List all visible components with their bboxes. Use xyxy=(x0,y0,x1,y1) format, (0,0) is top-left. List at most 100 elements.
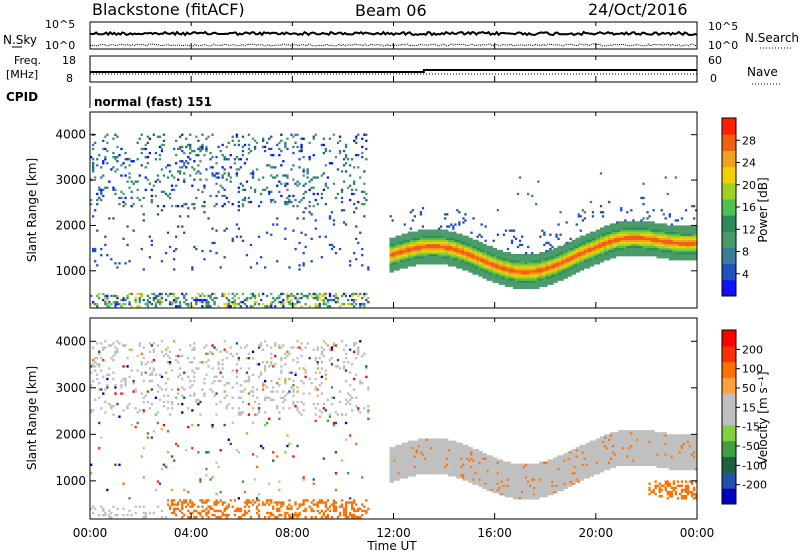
heatmap-cell xyxy=(296,390,299,393)
heatmap-cell xyxy=(92,170,95,173)
heatmap-cell xyxy=(480,256,483,259)
heatmap-cell xyxy=(126,365,129,368)
heatmap-cell xyxy=(454,258,457,261)
heatmap-cell xyxy=(170,188,174,191)
heatmap-cell xyxy=(199,172,202,175)
heatmap-cell xyxy=(559,268,562,271)
heatmap-cell xyxy=(476,270,479,273)
heatmap-cell xyxy=(92,363,95,366)
heatmap-cell xyxy=(391,476,394,479)
heatmap-cell xyxy=(654,243,657,247)
heatmap-cell xyxy=(693,229,696,232)
heatmap-cell xyxy=(205,301,208,304)
heatmap-cell xyxy=(94,356,97,360)
heatmap-cell xyxy=(674,233,677,236)
heatmap-cell xyxy=(229,176,232,179)
heatmap-cell xyxy=(336,413,340,416)
heatmap-cell xyxy=(148,350,151,353)
heatmap-cell xyxy=(436,231,439,234)
heatmap-cell xyxy=(539,260,542,263)
heatmap-cell xyxy=(359,379,362,383)
heatmap-cell xyxy=(595,243,599,247)
heatmap-cell xyxy=(395,241,398,245)
heatmap-cell xyxy=(340,505,344,508)
heatmap-cell xyxy=(112,156,115,159)
heatmap-cell xyxy=(340,413,344,416)
heatmap-cell xyxy=(245,180,249,183)
heatmap-cell xyxy=(237,158,240,161)
colorbar-tick-label: 8 xyxy=(742,246,749,259)
freq-tick-top: 18 xyxy=(62,54,76,67)
heatmap-cell xyxy=(670,247,673,251)
heatmap-cell xyxy=(419,213,423,216)
heatmap-cell xyxy=(320,196,323,200)
heatmap-cell xyxy=(508,268,512,271)
heatmap-cell xyxy=(672,229,675,232)
heatmap-cell xyxy=(448,233,451,236)
heatmap-cell xyxy=(193,160,196,163)
heatmap-cell xyxy=(326,301,329,304)
heatmap-cell xyxy=(116,145,119,149)
heatmap-cell xyxy=(193,207,196,210)
heatmap-cell xyxy=(298,411,301,414)
heatmap-cell xyxy=(154,303,157,306)
heatmap-cell xyxy=(260,256,263,259)
heatmap-cell xyxy=(231,369,234,372)
heatmap-cell xyxy=(255,507,259,510)
heatmap-cell xyxy=(355,503,358,506)
heatmap-cell xyxy=(682,254,686,257)
heatmap-cell xyxy=(150,188,153,191)
heatmap-cell xyxy=(340,294,344,298)
heatmap-cell xyxy=(411,245,414,249)
heatmap-cell xyxy=(527,276,530,279)
heatmap-cell xyxy=(126,158,129,161)
heatmap-cell xyxy=(480,260,483,263)
heatmap-cell xyxy=(92,164,95,167)
heatmap-cell xyxy=(187,305,190,308)
heatmap-cell xyxy=(298,301,301,304)
heatmap-cell xyxy=(678,229,682,232)
heatmap-cell xyxy=(450,262,453,265)
heatmap-cell xyxy=(108,344,111,347)
heatmap-cell xyxy=(142,219,145,222)
heatmap-cell xyxy=(181,511,184,515)
heatmap-cell xyxy=(284,356,287,360)
heatmap-cell xyxy=(456,235,459,238)
heatmap-cell xyxy=(650,241,653,245)
heatmap-cell xyxy=(680,225,684,228)
heatmap-cell xyxy=(112,371,115,374)
heatmap-cell xyxy=(529,278,532,281)
heatmap-cell xyxy=(98,292,101,296)
heatmap-cell xyxy=(106,384,109,387)
heatmap-cell xyxy=(284,184,287,187)
heatmap-cell xyxy=(551,264,554,267)
heatmap-cell xyxy=(642,182,645,185)
heatmap-cell xyxy=(361,151,364,155)
heatmap-cell xyxy=(496,233,499,236)
heatmap-cell xyxy=(94,247,97,251)
heatmap-cell xyxy=(438,227,441,230)
heatmap-cell xyxy=(612,233,615,236)
heatmap-cell xyxy=(484,264,487,267)
heatmap-cell xyxy=(595,254,599,257)
heatmap-cell xyxy=(695,237,698,240)
heatmap-cell xyxy=(504,256,508,259)
heatmap-cell xyxy=(535,272,538,275)
heatmap-cell xyxy=(508,274,512,277)
heatmap-cell xyxy=(177,444,180,448)
heatmap-cell xyxy=(458,258,461,261)
heatmap-cell xyxy=(421,235,425,238)
heatmap-cell xyxy=(662,256,665,259)
heatmap-cell xyxy=(168,196,172,200)
heatmap-cell xyxy=(102,188,105,191)
heatmap-cell xyxy=(106,294,109,298)
heatmap-cell xyxy=(589,235,593,238)
heatmap-cell xyxy=(150,373,153,376)
heatmap-cell xyxy=(680,237,684,240)
heatmap-cell xyxy=(440,260,443,263)
heatmap-cell xyxy=(695,256,698,259)
heatmap-cell xyxy=(508,258,512,261)
heatmap-cell xyxy=(120,392,123,395)
heatmap-cell xyxy=(399,256,402,259)
heatmap-cell xyxy=(573,264,576,267)
